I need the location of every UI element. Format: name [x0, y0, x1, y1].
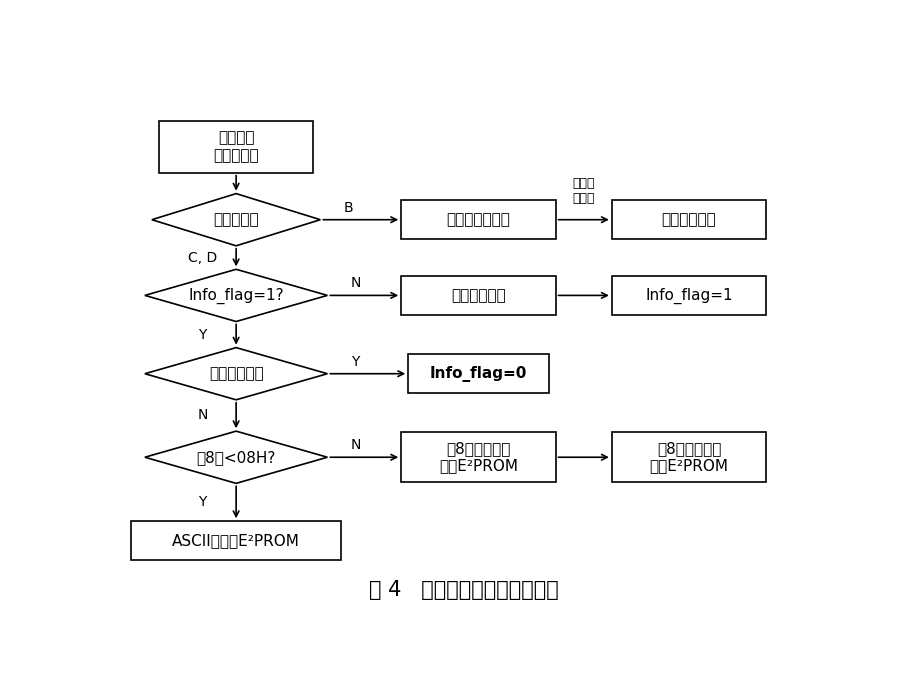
Text: N: N	[351, 277, 361, 290]
FancyBboxPatch shape	[159, 121, 313, 173]
Text: ASCII码存入E²PROM: ASCII码存入E²PROM	[172, 534, 300, 549]
Text: 高8位汉字编码
存入E²PROM: 高8位汉字编码 存入E²PROM	[650, 441, 728, 473]
Text: 结束标志判断: 结束标志判断	[208, 366, 264, 381]
FancyBboxPatch shape	[401, 276, 555, 315]
Text: Y: Y	[198, 327, 207, 342]
Polygon shape	[152, 194, 321, 246]
Text: 透明数
据通道: 透明数 据通道	[573, 177, 595, 205]
Text: B: B	[343, 201, 353, 215]
Polygon shape	[145, 269, 327, 321]
FancyBboxPatch shape	[612, 433, 766, 482]
Text: C, D: C, D	[188, 251, 217, 264]
Text: N: N	[351, 438, 361, 452]
FancyBboxPatch shape	[612, 200, 766, 239]
Text: 低8位汉字编码
存入E²PROM: 低8位汉字编码 存入E²PROM	[439, 441, 518, 473]
Text: 数据组类型判断: 数据组类型判断	[447, 212, 510, 227]
FancyBboxPatch shape	[130, 521, 342, 560]
Text: Info_flag=1: Info_flag=1	[645, 287, 733, 304]
FancyBboxPatch shape	[401, 200, 555, 239]
FancyBboxPatch shape	[612, 276, 766, 315]
Text: Info_flag=0: Info_flag=0	[429, 365, 527, 382]
FancyBboxPatch shape	[401, 433, 555, 482]
Polygon shape	[145, 348, 327, 400]
Text: Y: Y	[352, 355, 360, 369]
Text: 低8位<08H?: 低8位<08H?	[197, 450, 275, 464]
Text: 图 4   文字信息接收的主要流程: 图 4 文字信息接收的主要流程	[370, 580, 559, 600]
Text: 接收一个
完整数据块: 接收一个 完整数据块	[213, 130, 259, 163]
Text: 偏移量判断: 偏移量判断	[213, 212, 259, 227]
Text: 地址编码判断: 地址编码判断	[661, 212, 717, 227]
Text: 起始标志判断: 起始标志判断	[451, 288, 506, 303]
Text: N: N	[198, 408, 207, 422]
FancyBboxPatch shape	[408, 354, 549, 393]
Text: Y: Y	[198, 495, 207, 509]
Polygon shape	[145, 431, 327, 483]
Text: Info_flag=1?: Info_flag=1?	[188, 287, 284, 304]
